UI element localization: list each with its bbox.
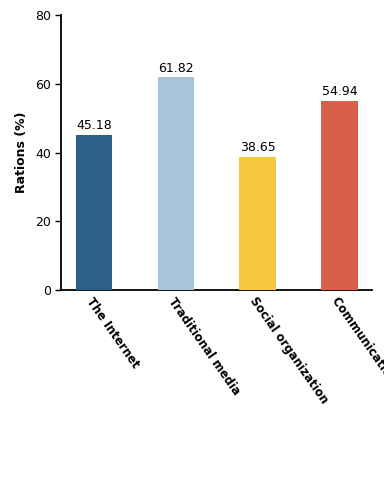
Bar — [76, 134, 113, 290]
Text: 61.82: 61.82 — [158, 62, 194, 74]
Bar — [157, 78, 194, 290]
Text: 54.94: 54.94 — [322, 86, 358, 98]
Text: 45.18: 45.18 — [76, 119, 112, 132]
Text: 38.65: 38.65 — [240, 142, 276, 154]
Bar — [240, 157, 276, 290]
Bar — [321, 101, 358, 290]
Y-axis label: Rations (%): Rations (%) — [15, 112, 28, 193]
